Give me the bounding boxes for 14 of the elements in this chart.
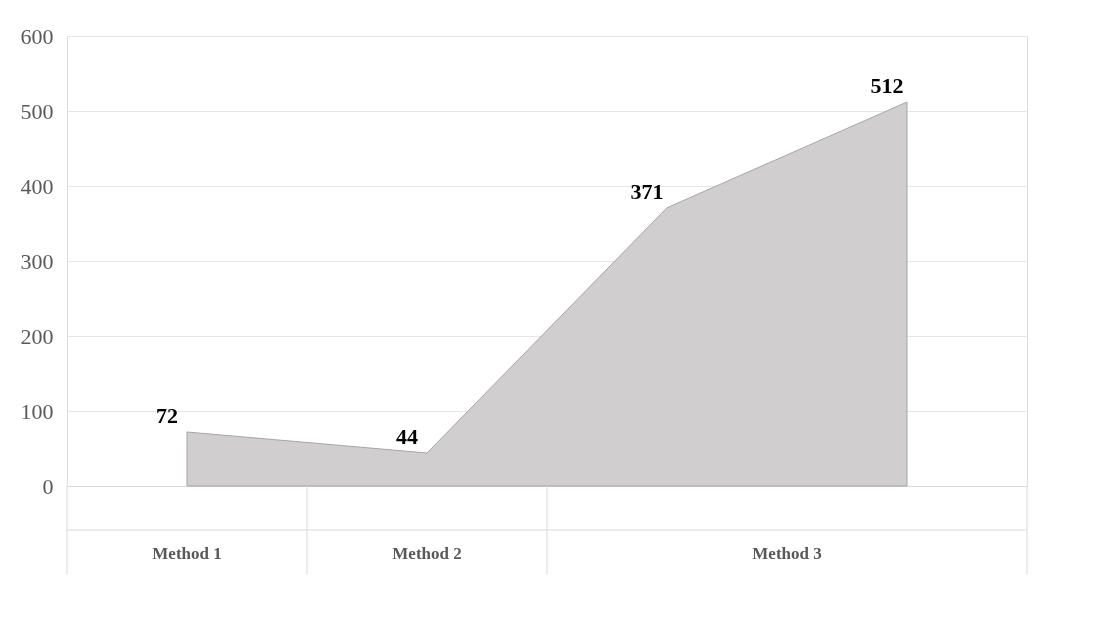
y-tick-label: 0 [42,473,54,499]
y-tick-label: 100 [20,398,54,424]
data-label: 371 [630,178,664,204]
y-tick-label: 400 [20,173,54,199]
x-tick-label: Method 2 [392,544,462,563]
text: Method 3 [752,544,822,563]
y-tick-label: 200 [20,323,54,349]
x-tick-label: Method 1 [152,544,222,563]
y-tick-label: 500 [20,98,54,124]
y-tick-label: 600 [20,23,54,49]
data-label: 44 [396,424,418,449]
data-label: 72 [156,403,178,428]
data-label: 512 [870,73,904,98]
y-tick-label: 300 [20,248,54,274]
